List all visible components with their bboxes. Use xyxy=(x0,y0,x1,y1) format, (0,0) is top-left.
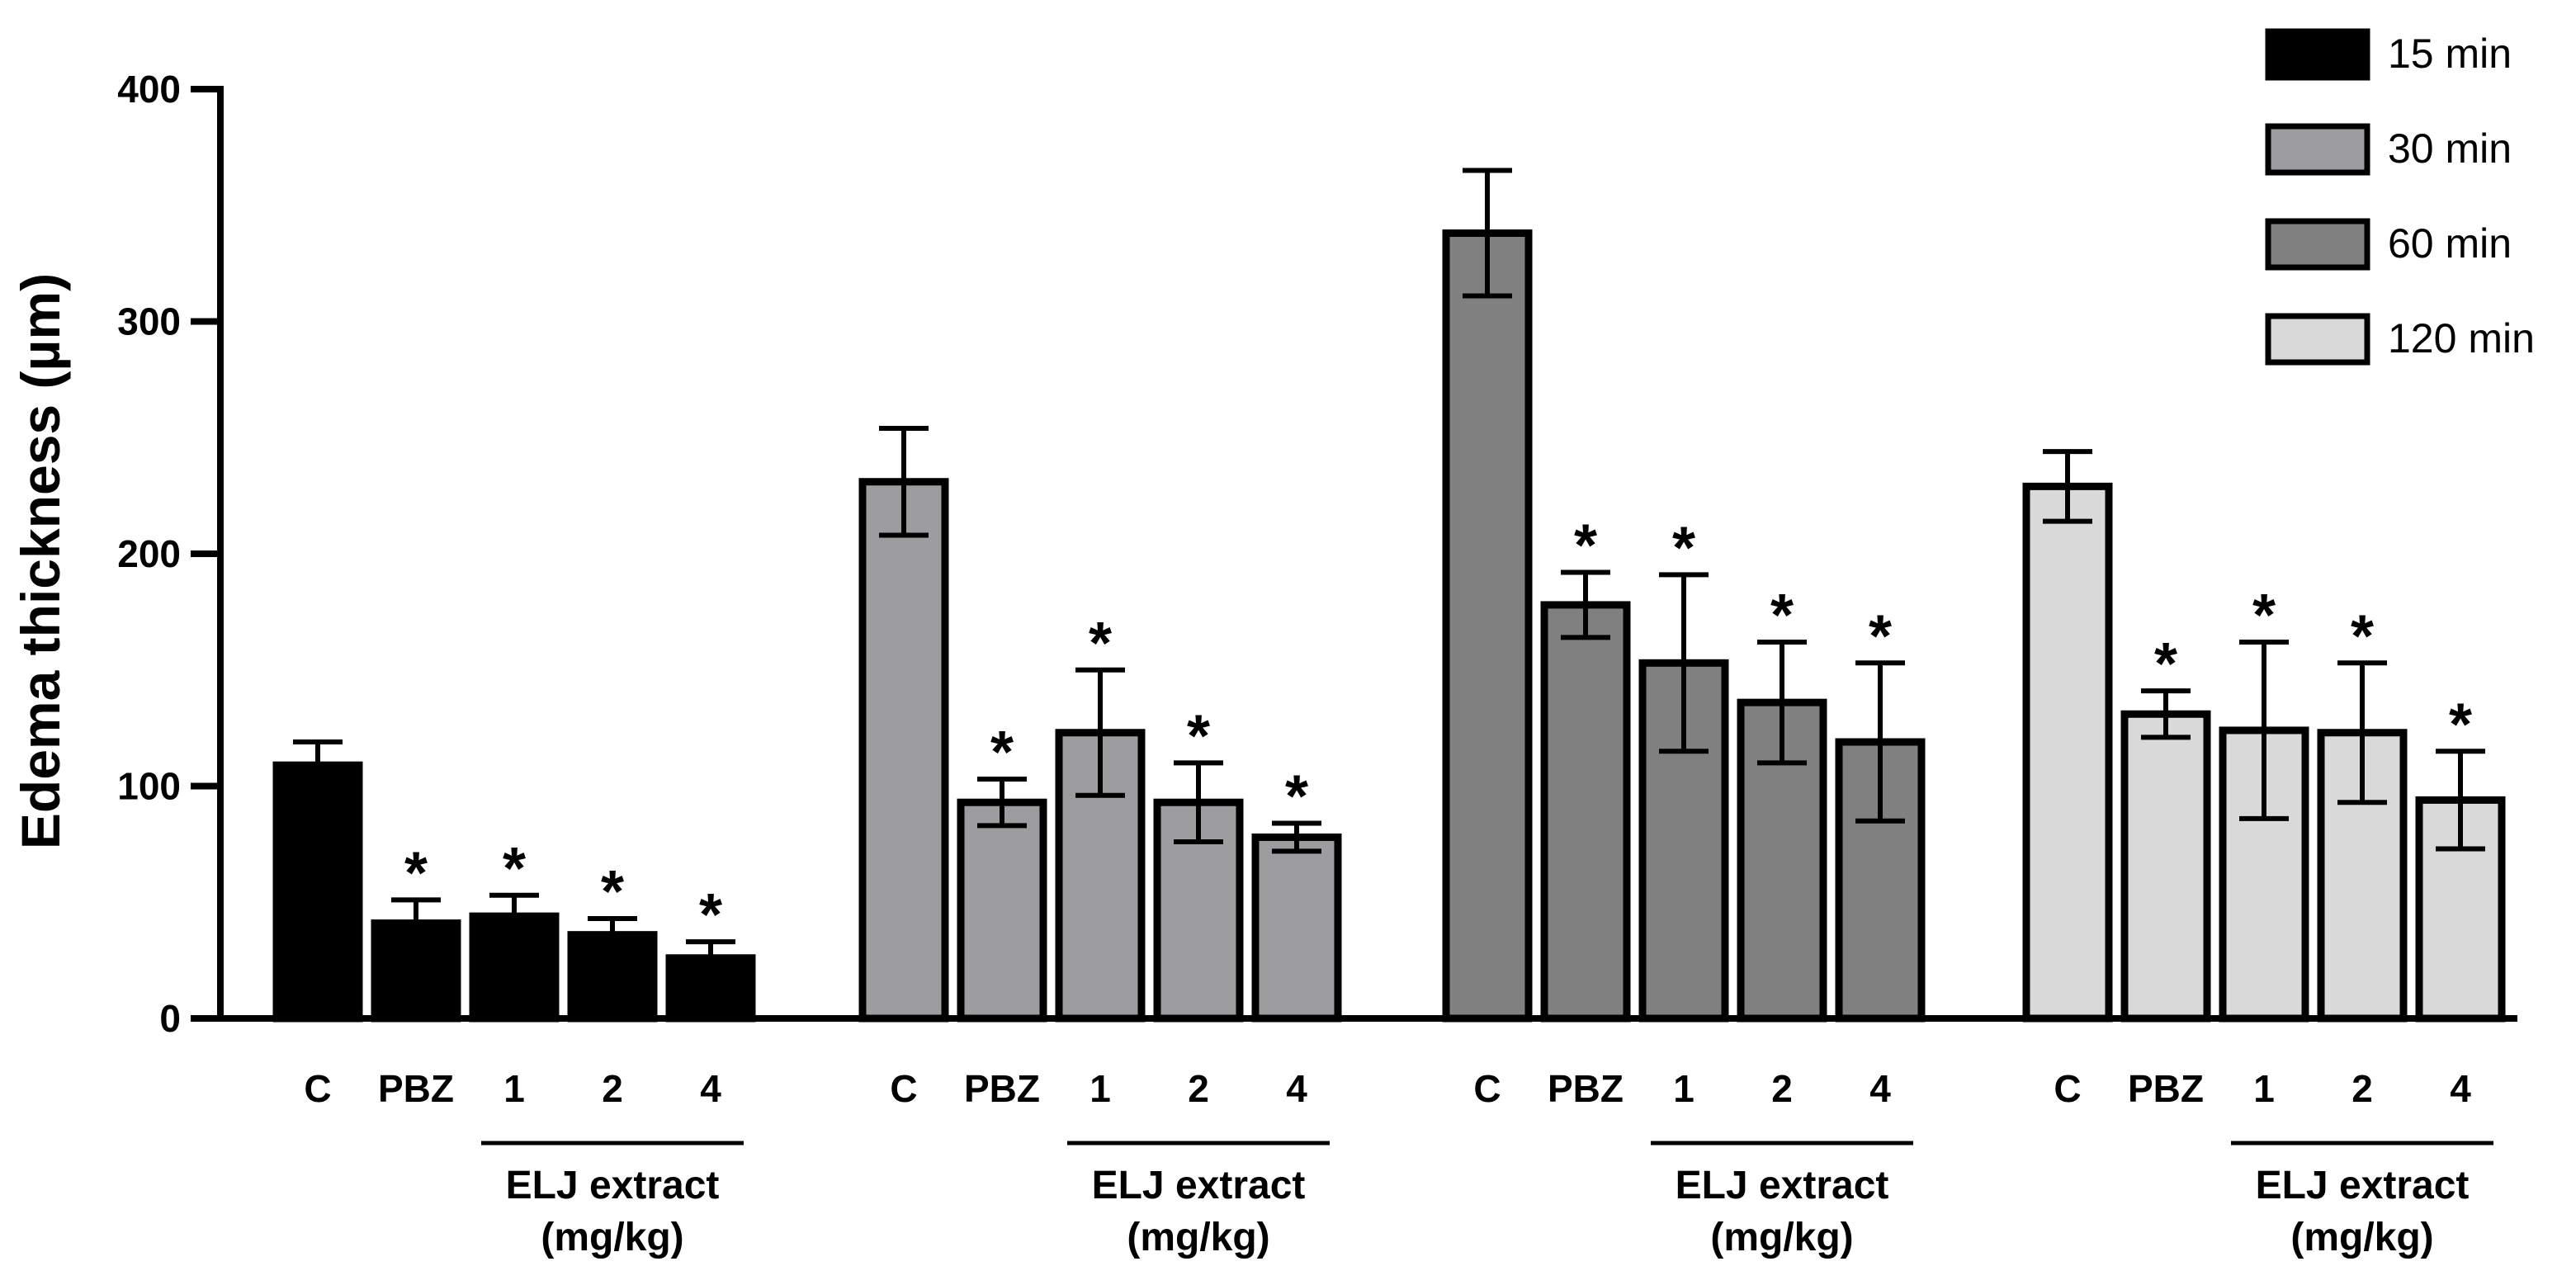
legend-swatch xyxy=(2265,313,2370,366)
category-label: 2 xyxy=(2351,1067,2373,1110)
y-axis-title: Edema thickness (µm) xyxy=(10,273,71,849)
significance-star: * xyxy=(990,720,1014,786)
significance-star: * xyxy=(404,840,428,906)
significance-star: * xyxy=(1089,611,1112,677)
group-label-line1: ELJ extract xyxy=(2256,1164,2470,1207)
group-label-line1: ELJ extract xyxy=(1092,1164,1306,1207)
group-label-line2: (mg/kg) xyxy=(2290,1216,2433,1259)
group-label-line1: ELJ extract xyxy=(506,1164,720,1207)
category-label: C xyxy=(890,1067,917,1110)
legend-label: 120 min xyxy=(2388,315,2535,361)
bar xyxy=(1251,833,1342,1023)
category-label: 1 xyxy=(1673,1067,1694,1110)
bar xyxy=(1540,601,1631,1023)
y-tick-label: 0 xyxy=(159,997,181,1040)
legend-label: 60 min xyxy=(2388,220,2512,267)
category-label: 4 xyxy=(1286,1067,1307,1110)
category-label: PBZ xyxy=(2128,1067,2204,1110)
significance-star: * xyxy=(2252,583,2276,649)
group-label-line1: ELJ extract xyxy=(1676,1164,1889,1207)
bar xyxy=(1442,229,1533,1023)
category-label: 4 xyxy=(700,1067,721,1110)
category-label: C xyxy=(1473,1067,1501,1110)
legend-label: 30 min xyxy=(2388,125,2512,172)
category-label: C xyxy=(304,1067,331,1110)
significance-star: * xyxy=(2449,692,2472,758)
legend-swatch xyxy=(2265,28,2370,81)
significance-star: * xyxy=(1187,703,1210,769)
y-tick-label: 100 xyxy=(117,765,181,808)
bar xyxy=(957,798,1047,1023)
bar xyxy=(567,931,658,1023)
significance-star: * xyxy=(2154,631,2177,697)
significance-star: * xyxy=(503,836,526,902)
significance-star: * xyxy=(1285,764,1308,830)
category-label: 2 xyxy=(1771,1067,1793,1110)
significance-star: * xyxy=(1672,515,1695,581)
bar xyxy=(272,761,363,1023)
legend-swatch xyxy=(2265,123,2370,176)
bars: * * * * * * * * * * * * * * * * xyxy=(272,168,2506,1023)
category-label: 4 xyxy=(2450,1067,2471,1110)
significance-star: * xyxy=(601,859,624,925)
bar xyxy=(858,478,949,1023)
y-tick-label: 200 xyxy=(117,532,181,575)
category-label: 1 xyxy=(2253,1067,2275,1110)
category-label: 1 xyxy=(503,1067,525,1110)
category-labels: C PBZ 1 2 4 ELJ extract (mg/kg) C PBZ 1 2 4 ELJ extr… xyxy=(304,1067,2493,1259)
y-tick-label: 300 xyxy=(117,300,181,343)
group-label-line2: (mg/kg) xyxy=(541,1216,683,1259)
category-label: 1 xyxy=(1089,1067,1111,1110)
significance-star: * xyxy=(1869,603,1892,669)
legend-swatch xyxy=(2265,218,2370,271)
category-label: PBZ xyxy=(964,1067,1040,1110)
bar xyxy=(2120,710,2211,1023)
legend: 15 min 30 min 60 min 120 min xyxy=(2265,28,2535,366)
group-label-line2: (mg/kg) xyxy=(1710,1216,1853,1259)
significance-star: * xyxy=(699,882,722,948)
category-label: PBZ xyxy=(378,1067,454,1110)
category-label: 2 xyxy=(602,1067,623,1110)
y-tick-label: 400 xyxy=(117,68,181,111)
legend-label: 15 min xyxy=(2388,31,2512,77)
significance-star: * xyxy=(2351,603,2374,669)
group-label-line2: (mg/kg) xyxy=(1127,1216,1269,1259)
category-label: 2 xyxy=(1188,1067,1209,1110)
category-label: PBZ xyxy=(1548,1067,1624,1110)
bar xyxy=(2022,482,2113,1023)
category-label: 4 xyxy=(1869,1067,1891,1110)
category-label: C xyxy=(2054,1067,2081,1110)
significance-star: * xyxy=(1770,583,1794,649)
significance-star: * xyxy=(1574,513,1597,579)
